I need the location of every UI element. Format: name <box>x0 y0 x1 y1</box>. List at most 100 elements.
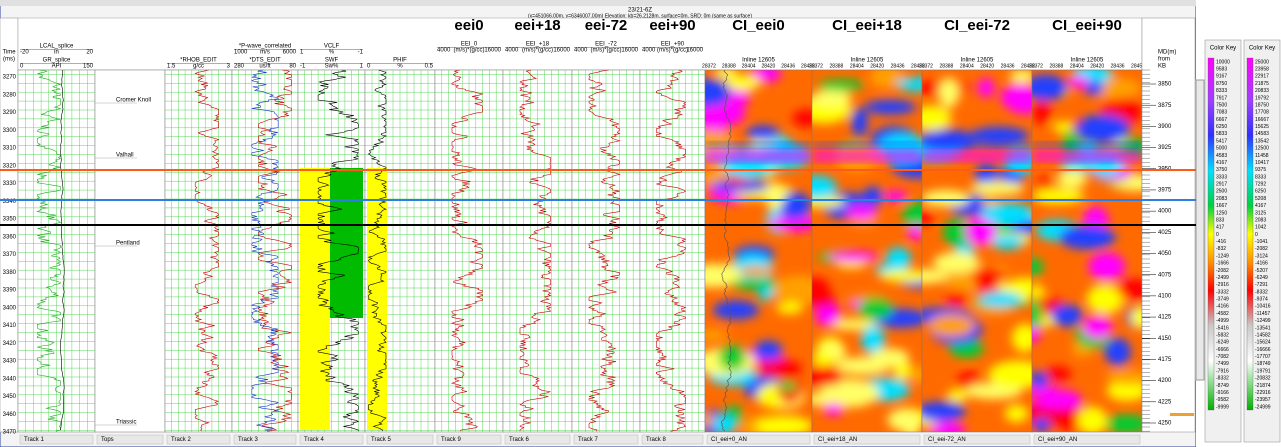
seismic-band <box>922 142 1032 148</box>
seismic-blob <box>828 251 879 263</box>
seismic-blob <box>928 315 974 337</box>
color-key-value: 3333 <box>1216 174 1227 180</box>
scrollbar[interactable] <box>1196 80 1204 380</box>
curve-unit: Sw% <box>325 64 339 70</box>
curve-unit: % <box>329 50 335 56</box>
color-key-value: -2082 <box>1216 268 1229 274</box>
md-tick-label: 4075 <box>1158 272 1172 278</box>
color-key-value: -5416 <box>1216 325 1229 331</box>
seismic-xlabel: 28404 <box>1070 63 1084 69</box>
vclay-fill <box>300 168 330 430</box>
seismic-blob <box>812 352 835 366</box>
curve-min: 4000 <box>642 48 656 54</box>
time-tick-label: 3310 <box>3 146 17 152</box>
seismic-blob <box>938 78 959 108</box>
color-key-value: 5208 <box>1255 196 1266 202</box>
curve-min: 4000 <box>437 48 451 54</box>
color-key-value: 7083 <box>1216 110 1227 116</box>
seismic-xlabel: 28404 <box>960 63 974 69</box>
color-key-value: -3124 <box>1255 253 1268 259</box>
curve-unit: g/cc <box>193 64 204 70</box>
color-key-value: 3125 <box>1255 210 1266 216</box>
top-label: Triassic <box>116 420 136 426</box>
seismic-band <box>1032 150 1142 162</box>
color-key-value: 0 <box>1216 232 1219 238</box>
track-footer-label: Track 3 <box>238 437 258 443</box>
seismic-xlabel: 28404 <box>850 63 864 69</box>
seismic-blob <box>864 100 916 115</box>
curve-max: 0.5 <box>425 64 434 70</box>
color-key-value: -9582 <box>1216 397 1229 403</box>
md-tick-label: 4125 <box>1158 315 1172 321</box>
color-key-value: -2082 <box>1255 246 1268 252</box>
color-key-value: -5207 <box>1255 268 1268 274</box>
color-key-value: 14583 <box>1255 131 1269 137</box>
color-key-value: 1042 <box>1255 225 1266 231</box>
color-key-bar <box>1247 58 1253 410</box>
time-tick-label: 3300 <box>3 128 17 134</box>
color-key-title: Color Key <box>1210 46 1236 52</box>
seismic-blob <box>978 78 995 98</box>
md-tick-label: 4200 <box>1158 378 1172 384</box>
seismic-blob <box>916 401 966 421</box>
seismic-xlabel: 28388 <box>1049 63 1063 69</box>
seismic-blob <box>1032 188 1084 204</box>
color-key-value: -6249 <box>1255 275 1268 281</box>
md-axis-label: KB <box>1158 64 1166 70</box>
seismic-blob <box>1077 407 1107 435</box>
seismic-blob <box>933 252 979 273</box>
seismic-blob <box>863 187 883 205</box>
seismic-blob <box>713 301 759 320</box>
md-axis-label: from <box>1158 57 1170 63</box>
curve-max: 150 <box>83 64 94 70</box>
color-key-value: 10417 <box>1255 160 1269 166</box>
track-footer-label: CI_eei-72_AN <box>928 437 966 443</box>
time-tick-label: 3450 <box>3 394 17 400</box>
seismic-blob <box>746 126 781 141</box>
seismic-blob <box>1009 70 1034 83</box>
color-key-bar <box>1208 58 1214 410</box>
color-key-value: 417 <box>1216 225 1225 231</box>
seismic-band <box>705 150 812 162</box>
color-key-value: -22916 <box>1255 390 1271 396</box>
color-key-value: 10000 <box>1216 59 1230 65</box>
color-key-value: -3332 <box>1216 289 1229 295</box>
color-key-value: -5832 <box>1216 332 1229 338</box>
seismic-xlabel: 28420 <box>761 63 775 69</box>
page: 23/21-6Z (x=451066.00m, y=6346007.00m) E… <box>0 0 1281 447</box>
md-tick-label: 4050 <box>1158 251 1172 257</box>
color-key-value: -7082 <box>1216 354 1229 360</box>
curve-min: -20 <box>20 50 29 56</box>
seismic-blob <box>1005 405 1028 422</box>
color-key-value: 23958 <box>1255 67 1269 73</box>
color-key-value: 2500 <box>1216 189 1227 195</box>
color-key-value: -7916 <box>1216 368 1229 374</box>
seismic-blob <box>972 267 1004 285</box>
time-axis-label: (ms) <box>3 57 15 63</box>
curve-max: -1 <box>358 50 364 56</box>
seismic-blob <box>858 298 893 320</box>
curve-max: 16000 <box>621 48 638 54</box>
color-key-value: -17707 <box>1255 354 1271 360</box>
curve-max: 16000 <box>484 48 501 54</box>
toolbar <box>0 0 1196 6</box>
log-display: 23/21-6Z (x=451066.00m, y=6346007.00m) E… <box>0 0 1281 447</box>
seismic-blob <box>907 224 924 240</box>
seismic-blob <box>1088 252 1125 280</box>
md-tick-label: 3850 <box>1158 82 1172 88</box>
color-key-value: -6249 <box>1216 340 1229 346</box>
seismic-blob <box>726 75 760 91</box>
track-footer-label: CI_eei+18_AN <box>818 437 857 443</box>
top-label: Cromer Knoll <box>116 98 151 104</box>
color-key-value: -2916 <box>1216 282 1229 288</box>
color-key-value: 6667 <box>1216 117 1227 123</box>
color-key-value: 22917 <box>1255 74 1269 80</box>
md-tick-label: 3875 <box>1158 103 1172 109</box>
seismic-xlabel: 28372 <box>809 63 823 69</box>
time-tick-label: 3270 <box>3 75 17 81</box>
color-key-value: -8332 <box>1216 376 1229 382</box>
color-key-value: -4582 <box>1216 311 1229 317</box>
seismic-blob <box>731 279 777 290</box>
curve-unit: API <box>52 64 62 70</box>
curve-max: 6000 <box>283 50 297 56</box>
